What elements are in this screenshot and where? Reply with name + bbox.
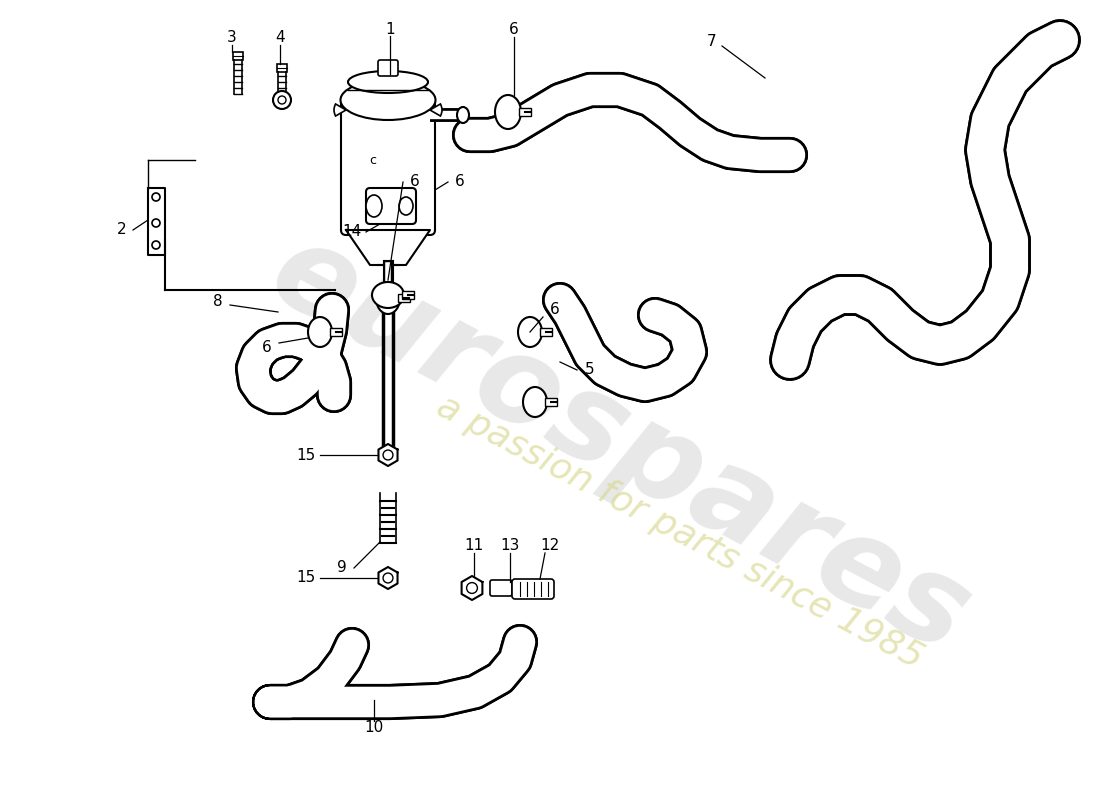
Text: 6: 6 xyxy=(410,174,420,190)
Bar xyxy=(540,328,552,336)
FancyBboxPatch shape xyxy=(512,579,554,599)
Bar xyxy=(330,328,342,336)
Text: a passion for parts since 1985: a passion for parts since 1985 xyxy=(431,389,930,675)
Text: 10: 10 xyxy=(364,721,384,735)
Ellipse shape xyxy=(376,282,400,314)
Bar xyxy=(402,291,414,299)
Circle shape xyxy=(273,91,292,109)
Text: 6: 6 xyxy=(262,341,272,355)
Polygon shape xyxy=(378,567,397,589)
Text: c: c xyxy=(370,154,376,166)
Ellipse shape xyxy=(518,317,542,347)
Ellipse shape xyxy=(348,71,428,93)
Text: 1: 1 xyxy=(385,22,395,38)
Ellipse shape xyxy=(366,195,382,217)
Circle shape xyxy=(383,573,393,583)
FancyBboxPatch shape xyxy=(378,60,398,76)
Bar xyxy=(519,108,531,116)
Polygon shape xyxy=(148,188,165,255)
Text: 14: 14 xyxy=(342,225,362,239)
Polygon shape xyxy=(462,576,483,600)
Ellipse shape xyxy=(495,95,521,129)
Circle shape xyxy=(466,582,477,594)
Circle shape xyxy=(383,450,393,460)
Polygon shape xyxy=(346,230,430,265)
Text: 7: 7 xyxy=(707,34,717,50)
Text: 2: 2 xyxy=(118,222,127,238)
Bar xyxy=(233,52,243,60)
Text: 15: 15 xyxy=(296,447,316,462)
Bar xyxy=(277,64,287,72)
Circle shape xyxy=(152,241,160,249)
Ellipse shape xyxy=(341,80,436,120)
FancyBboxPatch shape xyxy=(341,95,434,235)
Text: 3: 3 xyxy=(227,30,236,46)
Bar xyxy=(398,294,410,302)
Text: 12: 12 xyxy=(540,538,560,553)
Ellipse shape xyxy=(456,107,469,123)
Text: 6: 6 xyxy=(509,22,519,38)
FancyBboxPatch shape xyxy=(366,188,416,224)
Text: 6: 6 xyxy=(550,302,560,318)
Text: 15: 15 xyxy=(296,570,316,586)
Text: 6: 6 xyxy=(455,174,465,190)
Text: 8: 8 xyxy=(213,294,223,310)
Text: 4: 4 xyxy=(275,30,285,46)
Circle shape xyxy=(152,193,160,201)
Circle shape xyxy=(152,219,160,227)
Wedge shape xyxy=(334,104,346,116)
Circle shape xyxy=(278,96,286,104)
Ellipse shape xyxy=(399,197,412,215)
Ellipse shape xyxy=(308,317,332,347)
Bar xyxy=(544,398,557,406)
Text: 9: 9 xyxy=(337,561,346,575)
FancyBboxPatch shape xyxy=(490,580,512,596)
Ellipse shape xyxy=(522,387,547,417)
Ellipse shape xyxy=(372,282,404,308)
Polygon shape xyxy=(378,444,397,466)
Text: 13: 13 xyxy=(500,538,519,553)
Text: 5: 5 xyxy=(585,362,595,378)
Text: 11: 11 xyxy=(464,538,484,553)
Wedge shape xyxy=(430,104,442,116)
Text: eurospares: eurospares xyxy=(252,212,989,678)
